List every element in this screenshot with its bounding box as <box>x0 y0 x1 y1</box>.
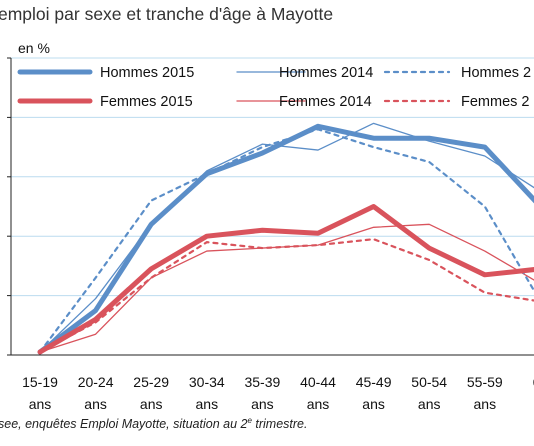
x-tick-label-7-line1: 50-54 <box>411 374 447 390</box>
x-tick-label-0-line2: ans <box>29 396 52 412</box>
x-tick-label-8-line2: ans <box>474 396 497 412</box>
x-tick-label-8-line1: 55-59 <box>467 374 503 390</box>
legend-label-2: Hommes 2 <box>461 65 531 81</box>
series-line-2 <box>38 128 534 354</box>
x-tick-label-1-line1: 20-24 <box>78 374 114 390</box>
gridlines <box>11 57 534 297</box>
series-lines <box>37 122 534 355</box>
x-tick-label-6-line2: ans <box>362 396 385 412</box>
series-line-1 <box>39 122 534 353</box>
legend-label-1: Hommes 2014 <box>279 65 373 81</box>
x-tick-label-5-line2: ans <box>307 396 330 412</box>
series-line-3 <box>37 204 534 355</box>
legend: Hommes 2015 Hommes 2014 Hommes 2 Femmes 201… <box>17 65 531 110</box>
x-tick-label-4-line1: 35-39 <box>244 374 280 390</box>
source-tail: trimestre. <box>251 417 308 432</box>
x-tick-label-2-line2: ans <box>140 396 163 412</box>
x-tick-label-0-line1: 15-19 <box>22 374 58 390</box>
y-axis-unit-label: en % <box>18 40 50 56</box>
x-tick-label-3-line1: 30-34 <box>189 374 225 390</box>
x-tick-label-6-line1: 45-49 <box>356 374 392 390</box>
series-line-5 <box>38 238 534 354</box>
source-text: see, enquêtes Emploi Mayotte, situation … <box>0 417 248 432</box>
x-tick-label-1-line2: ans <box>84 396 107 412</box>
legend-label-5: Femmes 2 <box>461 94 530 110</box>
axes <box>7 57 534 356</box>
x-tick-label-9-line1: 60 <box>533 374 534 390</box>
source-note: see, enquêtes Emploi Mayotte, situation … <box>0 416 307 431</box>
series-line-4 <box>39 223 534 353</box>
x-tick-label-2-line1: 25-29 <box>133 374 169 390</box>
x-tick-label-5-line1: 40-44 <box>300 374 336 390</box>
x-tick-label-4-line2: ans <box>251 396 274 412</box>
chart-title: emploi par sexe et tranche d'âge à Mayot… <box>0 4 334 24</box>
legend-label-0: Hommes 2015 <box>100 65 194 81</box>
legend-label-4: Femmes 2014 <box>279 94 372 110</box>
legend-label-3: Femmes 2015 <box>100 94 193 110</box>
x-tick-label-3-line2: ans <box>196 396 219 412</box>
series-line-0 <box>37 123 534 355</box>
x-tick-label-7-line2: ans <box>418 396 441 412</box>
source-superscript: e <box>247 416 252 425</box>
x-tick-labels: 15-19 ans 20-24 ans 25-29 ans 30-34 ans 35-39 ans… <box>22 374 534 412</box>
